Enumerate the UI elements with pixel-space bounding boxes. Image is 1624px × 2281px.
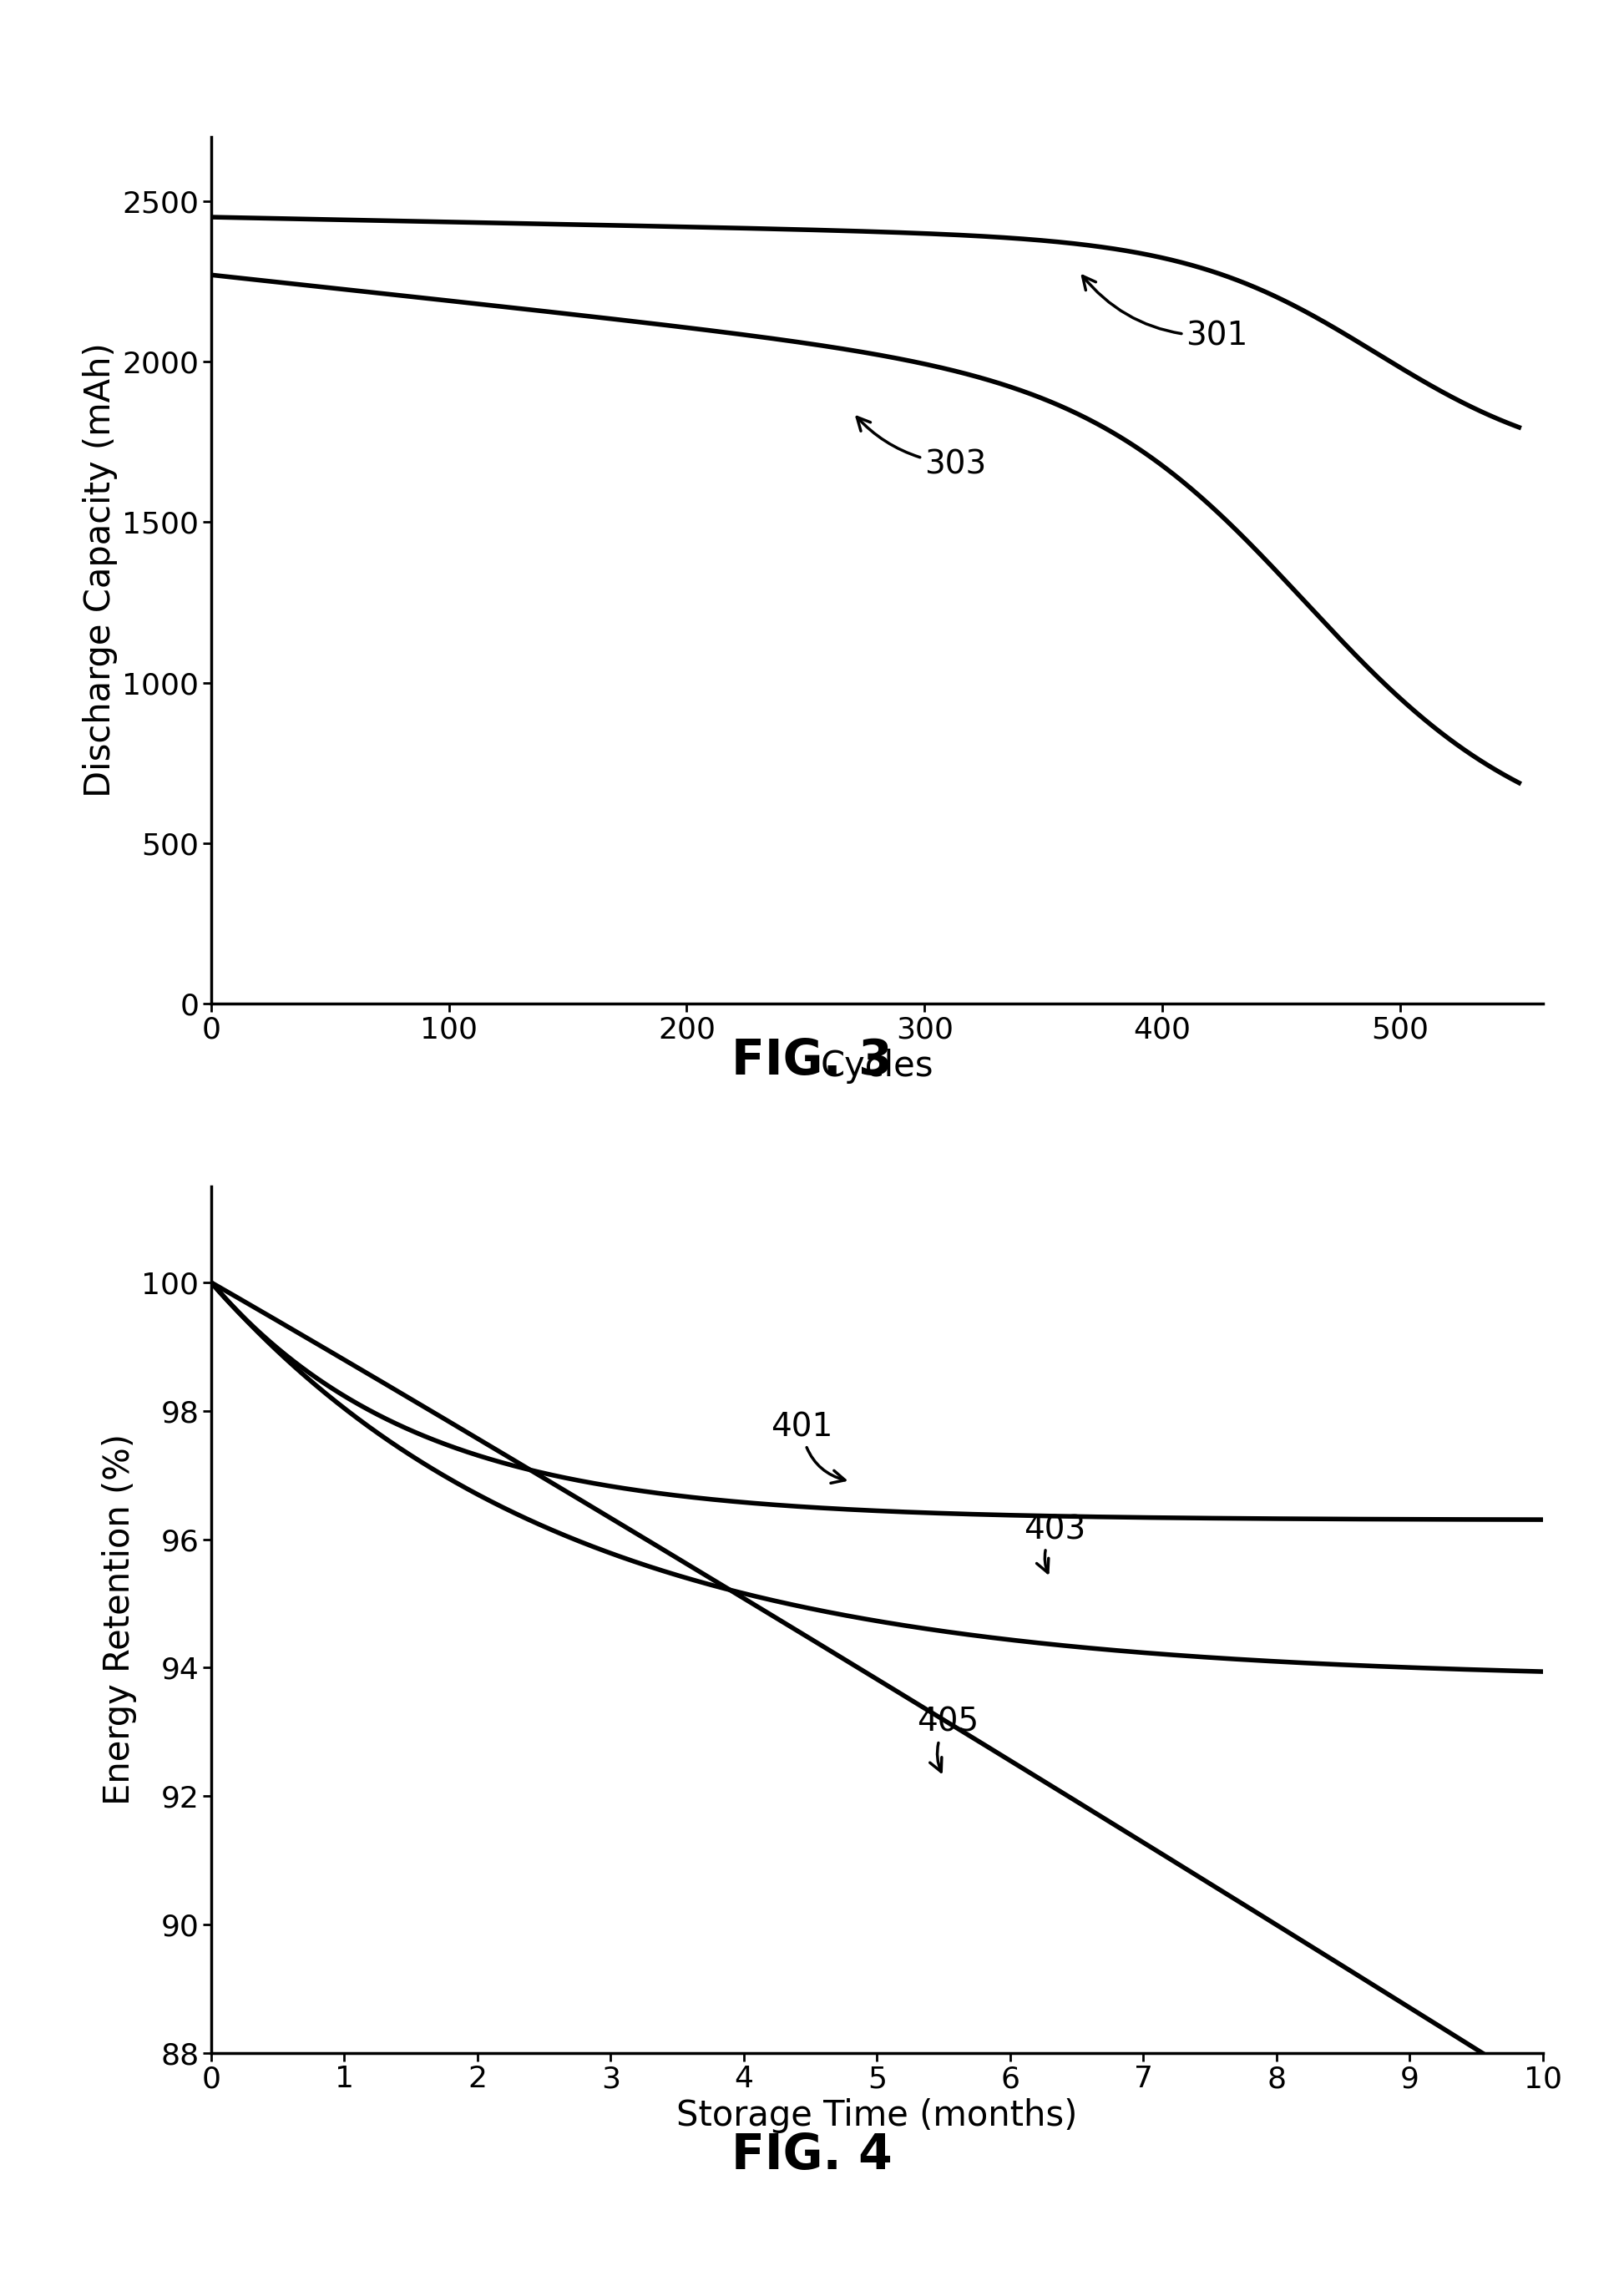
X-axis label: Storage Time (months): Storage Time (months)	[677, 2099, 1077, 2133]
X-axis label: Cycles: Cycles	[820, 1049, 934, 1083]
Text: 401: 401	[770, 1412, 844, 1483]
Text: 301: 301	[1083, 276, 1249, 351]
Text: FIG. 3: FIG. 3	[731, 1038, 893, 1083]
Text: 405: 405	[918, 1706, 979, 1772]
Text: FIG. 4: FIG. 4	[731, 2133, 893, 2178]
Text: 303: 303	[857, 417, 986, 481]
Text: 403: 403	[1023, 1515, 1085, 1572]
Y-axis label: Discharge Capacity (mAh): Discharge Capacity (mAh)	[83, 342, 117, 798]
Y-axis label: Energy Retention (%): Energy Retention (%)	[102, 1435, 136, 1804]
